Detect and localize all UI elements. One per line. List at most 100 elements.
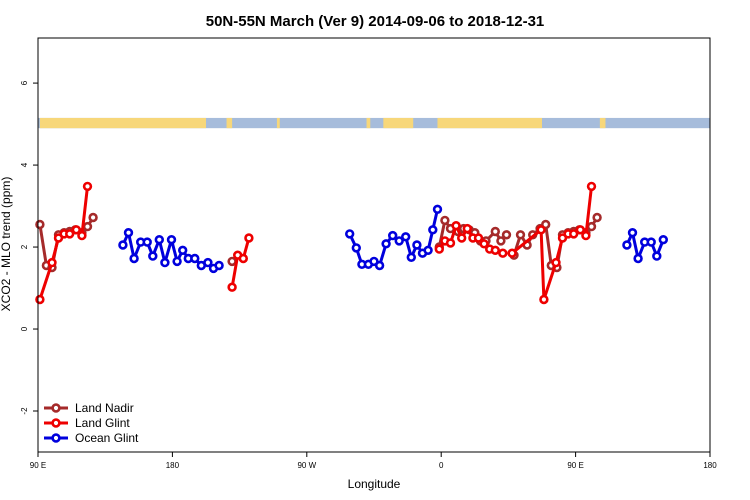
data-point: [592, 212, 602, 223]
data-point: [536, 225, 546, 235]
x-tick-label: 90 E: [30, 461, 46, 470]
data-point: [47, 257, 57, 268]
data-point: [652, 251, 662, 261]
data-point: [515, 230, 526, 240]
data-point: [374, 260, 385, 271]
legend-item: Ocean Glint: [44, 431, 139, 445]
data-point: [381, 239, 391, 249]
data-point: [160, 257, 170, 268]
data-point: [178, 245, 188, 256]
data-point: [227, 256, 237, 267]
data-point: [172, 256, 182, 267]
data-point: [445, 238, 456, 248]
legend-swatch-marker: [51, 403, 61, 413]
data-point: [190, 253, 200, 264]
x-axis: 90 E 180 90 W 0 90 E 180: [30, 452, 717, 470]
y-tick-label: 4: [20, 162, 29, 167]
data-point: [586, 221, 597, 232]
land-band-segment: [276, 117, 280, 129]
legend-swatch-marker: [51, 418, 61, 428]
data-point: [479, 239, 489, 249]
land-band-segment: [599, 117, 606, 129]
x-tick-label: 180: [166, 461, 180, 470]
data-point: [244, 233, 254, 243]
land-band-segment: [383, 117, 414, 129]
data-point: [658, 235, 668, 245]
x-tick-label: 90 E: [567, 461, 583, 470]
data-point: [214, 260, 224, 271]
data-point: [82, 221, 93, 232]
data-point: [388, 230, 398, 241]
data-point: [539, 294, 549, 305]
x-tick-label: 180: [703, 461, 717, 470]
land-band-segment: [226, 117, 233, 129]
data-point: [457, 233, 467, 243]
data-point: [432, 204, 443, 215]
land-band-segment: [437, 117, 542, 129]
data-point: [627, 228, 638, 238]
data-point: [428, 225, 438, 235]
data-point: [412, 240, 422, 250]
data-point: [490, 226, 500, 237]
land-band-segment: [366, 117, 371, 129]
legend-label: Land Nadir: [75, 401, 134, 415]
data-point: [129, 253, 139, 264]
data-point: [496, 236, 506, 246]
data-point: [423, 245, 433, 256]
data-point: [227, 282, 237, 292]
data-point: [473, 233, 484, 243]
data-point: [507, 248, 517, 258]
data-point: [118, 240, 128, 250]
data-point: [633, 253, 643, 264]
data-point: [154, 235, 165, 245]
data-point: [166, 235, 177, 245]
x-axis-label: Longitude: [348, 477, 401, 491]
data-point: [440, 215, 450, 226]
data-point: [406, 252, 416, 262]
series-line: [511, 186, 593, 301]
legend-swatch-marker: [51, 433, 61, 443]
y-axis-label: XCO2 - MLO trend (ppm): [0, 177, 13, 312]
x-tick-label: 0: [439, 461, 444, 470]
ocean-band: [38, 117, 710, 129]
data-point: [238, 253, 249, 264]
data-point: [77, 230, 87, 241]
series-line: [38, 186, 89, 300]
data-point: [622, 240, 632, 250]
data-point: [88, 212, 98, 223]
data-point: [71, 225, 82, 235]
plot-series: [35, 181, 668, 305]
plot-frame: [37, 37, 711, 453]
data-point: [351, 243, 361, 253]
data-point: [203, 257, 213, 268]
data-point: [394, 236, 404, 246]
data-point: [551, 257, 561, 268]
data-point: [568, 229, 579, 239]
legend-item: Land Glint: [44, 416, 130, 430]
data-point: [646, 237, 656, 247]
data-point: [148, 251, 158, 261]
data-point: [462, 223, 472, 234]
legend-label: Land Glint: [75, 416, 130, 430]
y-tick-label: 6: [20, 80, 29, 85]
data-point: [142, 237, 152, 247]
chart-title: 50N-55N March (Ver 9) 2014-09-06 to 2018…: [206, 13, 545, 30]
land-mask-band: [38, 117, 710, 129]
data-point: [434, 244, 444, 254]
y-axis: -2 0 2 4 6: [20, 80, 38, 415]
data-point: [586, 181, 597, 192]
series-land-glint: [35, 181, 597, 305]
data-point: [498, 248, 508, 258]
legend-label: Ocean Glint: [75, 431, 139, 445]
data-point: [451, 221, 461, 231]
data-point: [401, 232, 411, 242]
land-band-segment: [39, 117, 206, 129]
x-tick-label: 90 W: [297, 461, 316, 470]
data-point: [575, 225, 585, 235]
data-point: [581, 230, 591, 241]
legend-item: Land Nadir: [44, 401, 134, 415]
y-tick-label: 2: [20, 244, 29, 249]
y-tick-label: -2: [20, 407, 29, 415]
